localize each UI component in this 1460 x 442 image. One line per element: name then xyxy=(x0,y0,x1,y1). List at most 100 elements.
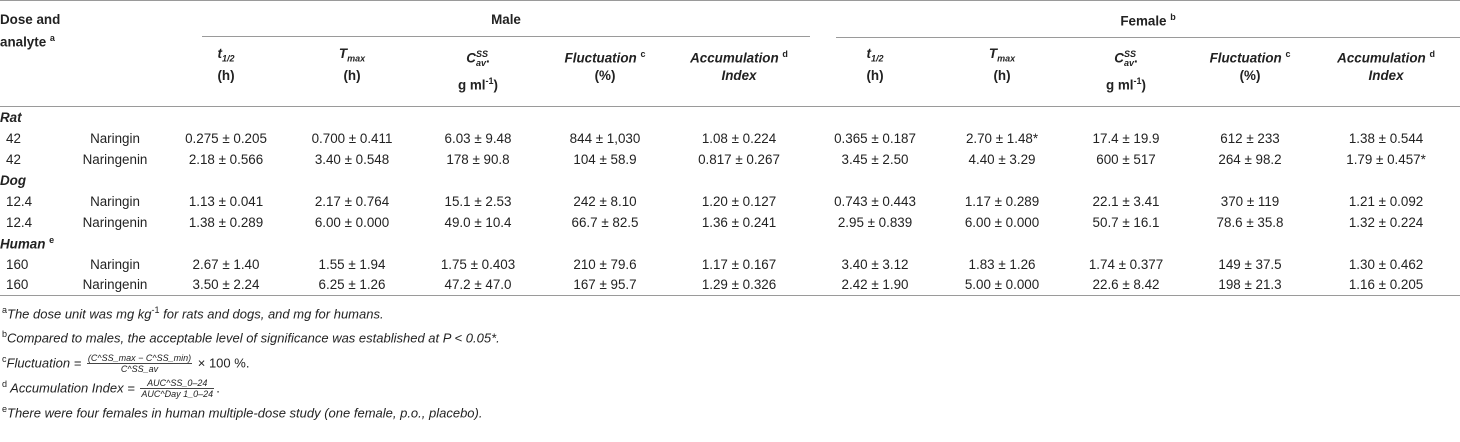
female-value-cell: 1.38 ± 0.544 xyxy=(1348,130,1424,146)
footnote-e: eThere were four females in human multip… xyxy=(2,404,483,421)
male-value-cell: 1.20 ± 0.127 xyxy=(701,193,777,209)
male-value-cell: 242 ± 8.10 xyxy=(573,193,637,209)
female-value-cell: 6.00 ± 0.000 xyxy=(964,214,1040,230)
male-value-cell: 1.38 ± 0.289 xyxy=(188,214,264,230)
table-body: Rat 42 Naringin 0.275 ± 0.205 0.700 ± 0.411 6… xyxy=(0,107,1460,296)
female-value-cell: 1.79 ± 0.457* xyxy=(1346,151,1426,167)
dose-analyte-header: Dose and analyte a xyxy=(0,0,162,107)
male-cav-header: CSSav. g ml-1) xyxy=(457,48,498,93)
female-value-cell: 600 ± 517 xyxy=(1096,151,1156,167)
female-value-cell: 198 ± 21.3 xyxy=(1218,277,1282,293)
dose-cell: 42 xyxy=(6,151,21,167)
footnotes: aThe dose unit was mg kg-1 for rats and … xyxy=(0,300,1460,424)
table-row: 42 Naringin 0.275 ± 0.205 0.700 ± 0.411 6.03… xyxy=(0,128,1460,149)
section-row: Human e xyxy=(0,233,1460,254)
female-value-cell: 5.00 ± 0.000 xyxy=(964,277,1040,293)
female-cav-header: CSSav. g ml-1) xyxy=(1106,48,1147,93)
female-value-cell: 1.17 ± 0.289 xyxy=(964,193,1040,209)
male-fluct-header: Fluctuation c (%) xyxy=(564,48,646,83)
female-value-cell: 370 ± 119 xyxy=(1220,193,1280,209)
female-value-cell: 4.40 ± 3.29 xyxy=(968,151,1036,167)
male-value-cell: 1.29 ± 0.326 xyxy=(701,277,777,293)
dose-cell: 12.4 xyxy=(6,214,33,230)
male-value-cell: 2.18 ± 0.566 xyxy=(188,151,264,167)
female-value-cell: 612 ± 233 xyxy=(1220,130,1280,146)
male-value-cell: 1.75 ± 0.403 xyxy=(440,256,516,272)
male-value-cell: 1.17 ± 0.167 xyxy=(701,256,777,272)
footnote-b: bCompared to males, the acceptable level… xyxy=(2,329,500,346)
section-label: Human e xyxy=(0,234,55,252)
male-value-cell: 1.13 ± 0.041 xyxy=(188,193,264,209)
male-value-cell: 1.08 ± 0.224 xyxy=(701,130,777,146)
female-value-cell: 17.4 ± 19.9 xyxy=(1092,130,1160,146)
analyte-cell: Naringenin xyxy=(82,277,148,293)
female-value-cell: 3.45 ± 2.50 xyxy=(841,151,909,167)
female-value-cell: 1.74 ± 0.377 xyxy=(1088,256,1164,272)
female-value-cell: 2.70 ± 1.48* xyxy=(965,130,1039,146)
accumulation-formula: AUC^SS_0–24 AUC^Day 1_0–24 xyxy=(140,378,215,400)
male-value-cell: 1.36 ± 0.241 xyxy=(701,214,777,230)
female-value-cell: 22.1 ± 3.41 xyxy=(1092,193,1160,209)
male-value-cell: 3.50 ± 2.24 xyxy=(192,277,260,293)
table-row: 160 Naringin 2.67 ± 1.40 1.55 ± 1.94 1.75 ± … xyxy=(0,254,1460,275)
female-value-cell: 1.16 ± 0.205 xyxy=(1348,277,1424,293)
male-value-cell: 0.275 ± 0.205 xyxy=(185,130,267,146)
footnote-c: cFluctuation = (C^SS_max − C^SS_min) C^SS… xyxy=(2,353,250,375)
section-row: Dog xyxy=(0,170,1460,191)
male-value-cell: 844 ± 1,030 xyxy=(569,130,641,146)
table-row: 42 Naringenin 2.18 ± 0.566 3.40 ± 0.548 178 … xyxy=(0,149,1460,170)
male-value-cell: 3.40 ± 0.548 xyxy=(314,151,390,167)
analyte-cell: Naringenin xyxy=(82,214,148,230)
male-tmax-header: Tmax (h) xyxy=(338,45,366,84)
female-value-cell: 264 ± 98.2 xyxy=(1218,151,1282,167)
male-value-cell: 167 ± 95.7 xyxy=(573,277,637,293)
fluctuation-formula: (C^SS_max − C^SS_min) C^SS_av xyxy=(86,353,193,375)
female-fluct-header: Fluctuation c (%) xyxy=(1209,48,1291,83)
male-value-cell: 178 ± 90.8 xyxy=(446,151,510,167)
male-value-cell: 6.03 ± 9.48 xyxy=(444,130,512,146)
male-value-cell: 2.67 ± 1.40 xyxy=(192,256,260,272)
male-value-cell: 6.25 ± 1.26 xyxy=(318,277,386,293)
analyte-cell: Naringin xyxy=(90,130,140,146)
male-value-cell: 1.55 ± 1.94 xyxy=(318,256,386,272)
table-row: 160 Naringenin 3.50 ± 2.24 6.25 ± 1.26 47.2 … xyxy=(0,275,1460,296)
male-value-cell: 47.2 ± 47.0 xyxy=(444,277,512,293)
table-row: 12.4 Naringenin 1.38 ± 0.289 6.00 ± 0.000 49… xyxy=(0,212,1460,233)
section-label: Rat xyxy=(0,109,22,125)
male-value-cell: 2.17 ± 0.764 xyxy=(314,193,390,209)
analyte-cell: Naringin xyxy=(90,193,140,209)
female-value-cell: 78.6 ± 35.8 xyxy=(1216,214,1284,230)
dose-cell: 42 xyxy=(6,130,21,146)
female-value-cell: 1.30 ± 0.462 xyxy=(1348,256,1424,272)
female-accum-header: Accumulation d Index xyxy=(1337,48,1435,83)
male-thalf-header: t1/2 (h) xyxy=(217,45,235,84)
male-value-cell: 0.817 ± 0.267 xyxy=(698,151,780,167)
female-value-cell: 1.32 ± 0.224 xyxy=(1348,214,1424,230)
pk-table: Dose and analyte a Male Female b t1/2 (h)… xyxy=(0,0,1460,296)
dose-cell: 160 xyxy=(6,256,29,272)
female-thalf-header: t1/2 (h) xyxy=(866,45,884,84)
female-value-cell: 2.42 ± 1.90 xyxy=(841,277,909,293)
male-value-cell: 104 ± 58.9 xyxy=(573,151,637,167)
male-header: Male xyxy=(162,1,811,39)
female-value-cell: 2.95 ± 0.839 xyxy=(837,214,913,230)
female-value-cell: 1.21 ± 0.092 xyxy=(1348,193,1424,209)
female-tmax-header: Tmax (h) xyxy=(988,45,1016,84)
female-value-cell: 1.83 ± 1.26 xyxy=(968,256,1036,272)
female-value-cell: 22.6 ± 8.42 xyxy=(1092,277,1160,293)
male-value-cell: 15.1 ± 2.53 xyxy=(444,193,512,209)
section-row: Rat xyxy=(0,107,1460,128)
female-value-cell: 0.365 ± 0.187 xyxy=(834,130,916,146)
section-label: Dog xyxy=(0,172,27,188)
female-value-cell: 50.7 ± 16.1 xyxy=(1092,214,1160,230)
dose-cell: 160 xyxy=(6,277,29,293)
male-value-cell: 210 ± 79.6 xyxy=(573,256,637,272)
male-value-cell: 6.00 ± 0.000 xyxy=(314,214,390,230)
analyte-cell: Naringenin xyxy=(82,151,148,167)
footnote-d: d Accumulation Index = AUC^SS_0–24 AUC^Da… xyxy=(2,378,220,400)
male-value-cell: 66.7 ± 82.5 xyxy=(571,214,639,230)
female-value-cell: 3.40 ± 3.12 xyxy=(841,256,909,272)
dose-cell: 12.4 xyxy=(6,193,33,209)
male-value-cell: 49.0 ± 10.4 xyxy=(444,214,512,230)
male-accum-header: Accumulation d Index xyxy=(690,48,788,83)
